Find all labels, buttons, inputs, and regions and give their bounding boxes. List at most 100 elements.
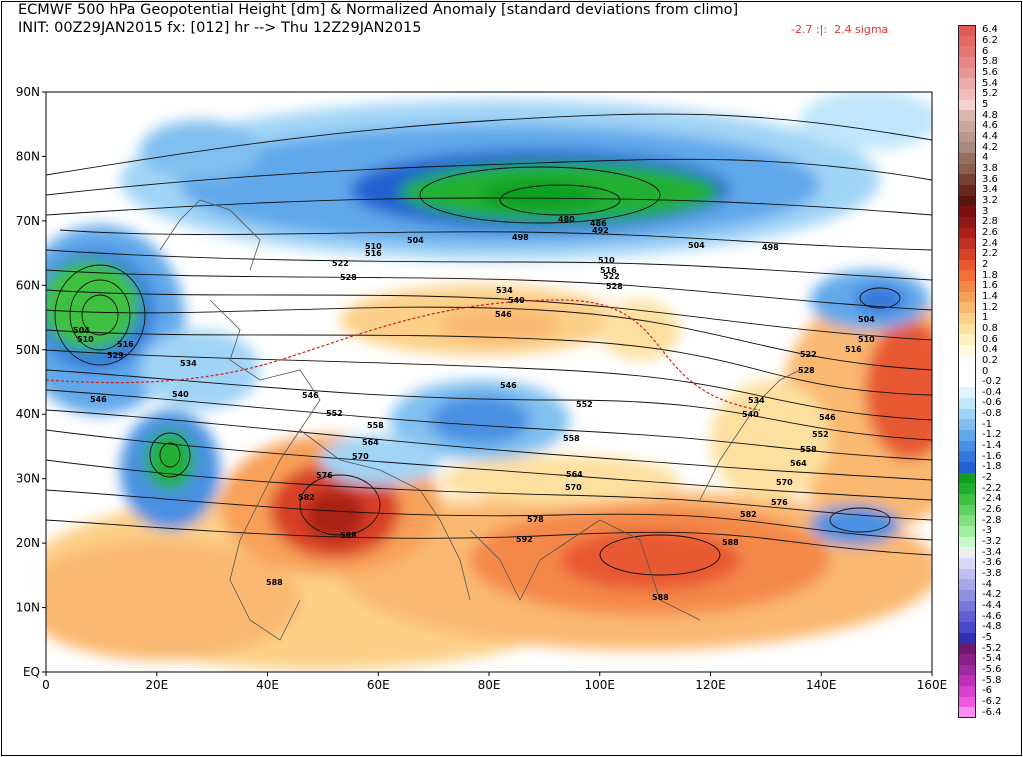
colorbar-label: 2.4 [982, 237, 998, 249]
colorbar-swatch [958, 515, 976, 527]
colorbar-label: 3.4 [982, 184, 998, 196]
colorbar-swatch [958, 696, 976, 708]
svg-text:492: 492 [592, 226, 609, 235]
lat-tick-label: 40N [16, 407, 40, 421]
colorbar-label: 3.6 [982, 173, 998, 185]
colorbar-swatch [958, 675, 976, 687]
svg-text:510: 510 [598, 256, 615, 265]
chart-title: ECMWF 500 hPa Geopotential Height [dm] &… [18, 2, 739, 18]
init-forecast-line: INIT: 00Z29JAN2015 fx: [012] hr --> Thu … [18, 20, 422, 36]
colorbar-swatch [958, 355, 976, 367]
sigma-range: -2.7 :|: 2.4 sigma [791, 23, 889, 36]
colorbar-label: -3.4 [982, 546, 1002, 558]
lon-tick-label: 40E [256, 678, 279, 692]
colorbar-swatch [958, 366, 976, 378]
colorbar-swatch [958, 622, 976, 634]
lat-tick-label: 10N [16, 601, 40, 615]
colorbar-label: 4.8 [982, 109, 998, 121]
colorbar-label: 1.6 [982, 280, 998, 292]
colorbar-swatch [958, 131, 976, 143]
svg-text:528: 528 [798, 366, 815, 375]
svg-text:516: 516 [365, 249, 382, 258]
svg-text:564: 564 [790, 459, 807, 468]
colorbar-swatch [958, 302, 976, 314]
colorbar-label: -6.4 [982, 706, 1002, 718]
svg-text:534: 534 [180, 359, 197, 368]
svg-text:534: 534 [496, 286, 513, 295]
svg-text:558: 558 [800, 445, 817, 454]
colorbar-label: 5 [982, 98, 989, 110]
colorbar-label: 6.2 [982, 34, 998, 46]
colorbar-label: -4.8 [982, 621, 1002, 633]
colorbar-swatch [958, 248, 976, 261]
colorbar-label: -3.8 [982, 568, 1002, 580]
colorbar-label: 0 [982, 365, 989, 377]
colorbar-swatch [958, 472, 976, 484]
colorbar-swatch [958, 291, 976, 303]
lon-tick-label: 140E [806, 678, 837, 692]
lat-tick-label: 50N [16, 343, 40, 357]
colorbar-label: -1.2 [982, 429, 1002, 441]
svg-text:552: 552 [812, 430, 829, 439]
svg-text:546: 546 [819, 413, 836, 422]
svg-text:504: 504 [688, 241, 705, 250]
colorbar-label: 5.4 [982, 77, 998, 89]
svg-text:522: 522 [332, 259, 349, 268]
lon-tick-label: 20E [145, 678, 168, 692]
colorbar-label: -2.8 [982, 514, 1002, 526]
colorbar-swatch [958, 590, 976, 602]
colorbar-swatch [958, 536, 976, 548]
colorbar-swatch [958, 376, 976, 388]
lon-tick-label: 120E [695, 678, 726, 692]
colorbar-swatch [958, 643, 976, 655]
colorbar-swatch [958, 120, 976, 133]
svg-text:522: 522 [800, 350, 817, 359]
colorbar-swatch [958, 494, 976, 506]
svg-text:588: 588 [340, 531, 357, 540]
colorbar-swatch [958, 707, 976, 719]
svg-text:510: 510 [858, 335, 875, 344]
colorbar-label: -2.2 [982, 482, 1002, 494]
colorbar-swatch [958, 35, 976, 47]
colorbar-label: -6.2 [982, 696, 1002, 707]
svg-text:510: 510 [77, 335, 94, 344]
lon-tick-label: 60E [367, 678, 390, 692]
colorbar-label: 5.6 [982, 66, 998, 78]
svg-text:529: 529 [107, 351, 124, 360]
colorbar-label: 2 [982, 258, 989, 270]
colorbar-label: 6 [982, 45, 989, 57]
colorbar-swatch [958, 142, 976, 154]
colorbar-swatch [958, 88, 976, 101]
colorbar-swatch [958, 174, 976, 186]
svg-text:510: 510 [365, 242, 382, 251]
colorbar-swatch [958, 398, 976, 410]
colorbar-swatch [958, 440, 976, 452]
colorbar-label: -6 [982, 685, 992, 697]
colorbar-label: 6.4 [982, 24, 998, 36]
colorbar-swatch [958, 56, 976, 69]
colorbar-label: -0.8 [982, 408, 1002, 420]
colorbar-swatch [958, 686, 976, 698]
colorbar-label: 4.6 [982, 120, 998, 132]
colorbar-label: 4 [982, 152, 989, 164]
colorbar-label: 2.8 [982, 216, 998, 228]
svg-text:552: 552 [326, 409, 343, 418]
lat-tick-label: EQ [23, 665, 40, 679]
svg-text:516: 516 [117, 340, 134, 349]
svg-text:546: 546 [302, 391, 319, 400]
svg-text:552: 552 [576, 400, 593, 409]
colorbar-label: -5.8 [982, 674, 1002, 686]
colorbar-swatch [958, 632, 976, 644]
colorbar-label: -1.6 [982, 450, 1002, 462]
colorbar-label: 4.2 [982, 141, 998, 153]
colorbar-label: -1 [982, 418, 992, 430]
colorbar-label: 1 [982, 312, 989, 324]
svg-text:570: 570 [352, 452, 369, 461]
colorbar-label: 3.8 [982, 162, 998, 174]
svg-text:576: 576 [771, 498, 788, 507]
colorbar-label: -0.2 [982, 376, 1002, 388]
colorbar-swatch [958, 216, 976, 229]
colorbar-label: -4.6 [982, 610, 1002, 622]
latitude-axis: 90N 80N 70N 60N 50N 40N 30N 20N 10N EQ [16, 85, 46, 679]
